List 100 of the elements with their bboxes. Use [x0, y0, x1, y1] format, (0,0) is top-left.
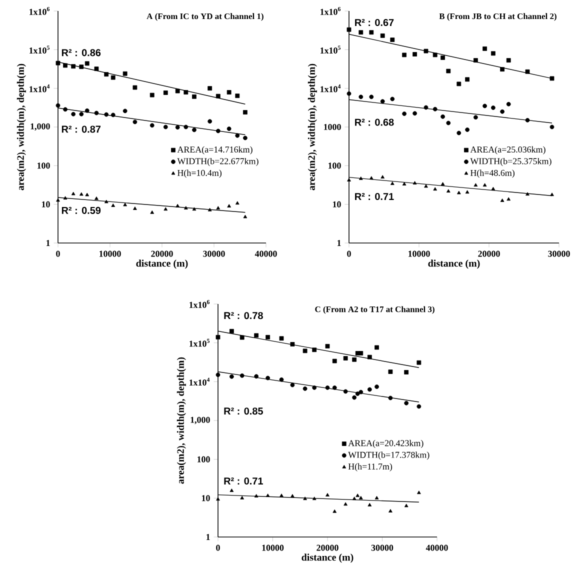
- point: [404, 504, 408, 508]
- point: [402, 52, 406, 58]
- x-tick-label: 10000: [408, 250, 430, 257]
- point: [390, 38, 395, 42]
- point: [367, 354, 372, 360]
- point: [63, 107, 68, 112]
- point: [432, 106, 438, 112]
- point: [79, 192, 84, 196]
- point: [254, 333, 259, 338]
- point: [424, 48, 428, 54]
- point: [164, 207, 168, 211]
- point: [491, 51, 496, 56]
- point: [235, 133, 240, 138]
- point: [412, 181, 417, 184]
- point: [352, 357, 357, 362]
- y-tick-label: 1x10$^{5}$: [30, 46, 50, 54]
- legend-label: H(h=11.7m): [348, 463, 392, 472]
- point: [254, 494, 258, 498]
- y-axis-title: area(m2), width(m), depth(m): [176, 357, 186, 484]
- point: [216, 372, 220, 378]
- point: [369, 30, 374, 35]
- point: [279, 336, 284, 341]
- point: [325, 385, 330, 390]
- point: [243, 214, 248, 218]
- point: [344, 502, 348, 506]
- point: [432, 52, 438, 58]
- point: [71, 192, 76, 196]
- point: [192, 207, 196, 211]
- point: [63, 196, 68, 200]
- point: [85, 192, 90, 196]
- point: [347, 178, 351, 182]
- point: [356, 494, 360, 498]
- legend-label: WIDTH(b=17.378km): [348, 452, 430, 460]
- point: [465, 77, 470, 82]
- point: [433, 187, 438, 191]
- point: [243, 110, 248, 114]
- point: [374, 384, 379, 389]
- x-tick-label: 20000: [316, 544, 338, 551]
- point: [132, 85, 138, 90]
- x-tick-label: 30000: [203, 250, 225, 257]
- x-tick-label: 0: [216, 544, 220, 551]
- point: [500, 109, 504, 114]
- y-tick-label: 1x10$^{6}$: [30, 7, 50, 15]
- point: [424, 184, 428, 188]
- y-tick-label: 1x10$^{6}$: [320, 7, 341, 15]
- y-tick-label: 1x10$^{5}$: [320, 46, 341, 54]
- point: [302, 386, 308, 391]
- point: [94, 110, 99, 116]
- point: [302, 348, 308, 354]
- point: [332, 385, 337, 390]
- point: [352, 395, 357, 400]
- point: [303, 496, 307, 500]
- y-tick-label: 100: [198, 456, 210, 462]
- y-tick-label: 1x10$^{5}$: [190, 338, 210, 347]
- point: [110, 75, 116, 80]
- point: [208, 86, 212, 91]
- x-axis-title: distance (m): [302, 554, 354, 563]
- point: [500, 67, 504, 72]
- point: [332, 509, 337, 513]
- point: [312, 348, 317, 352]
- point: [240, 335, 244, 340]
- point: [446, 120, 451, 126]
- point: [56, 60, 60, 66]
- point: [192, 94, 196, 99]
- point: [368, 502, 372, 506]
- point: [482, 183, 487, 187]
- point: [192, 128, 196, 132]
- y-axis-title: area(m2), width(m), depth(m): [16, 64, 26, 190]
- y-axis-title: area(m2), width(m), depth(m): [308, 64, 317, 190]
- x-tick-label: 20000: [478, 250, 500, 257]
- point: [56, 103, 60, 108]
- point: [71, 112, 76, 116]
- y-tick-label: 100: [37, 162, 50, 169]
- point: [110, 112, 116, 118]
- point: [163, 124, 168, 130]
- point: [79, 64, 84, 70]
- point: [416, 360, 422, 365]
- point: [526, 192, 530, 196]
- point: [550, 124, 554, 130]
- y-tick-label: 10: [202, 495, 210, 502]
- y-tick-label: 10: [332, 201, 341, 208]
- legend-label: H(h=10.4m): [178, 170, 222, 178]
- point: [416, 404, 422, 409]
- point: [506, 197, 511, 201]
- point: [226, 90, 232, 94]
- point: [184, 206, 188, 210]
- point: [84, 61, 90, 66]
- point: [380, 175, 385, 178]
- point: [216, 94, 220, 98]
- point: [440, 114, 445, 119]
- point: [122, 71, 128, 76]
- point: [216, 128, 220, 134]
- point: [230, 488, 234, 492]
- point: [176, 204, 180, 208]
- point: [474, 115, 478, 120]
- y-tick-label: 1: [337, 240, 341, 246]
- legend-label: AREA(a=14.716km): [177, 146, 252, 154]
- annotation: R² : 0.78: [224, 312, 263, 320]
- x-tick-label: 30000: [371, 544, 394, 551]
- point: [343, 356, 348, 360]
